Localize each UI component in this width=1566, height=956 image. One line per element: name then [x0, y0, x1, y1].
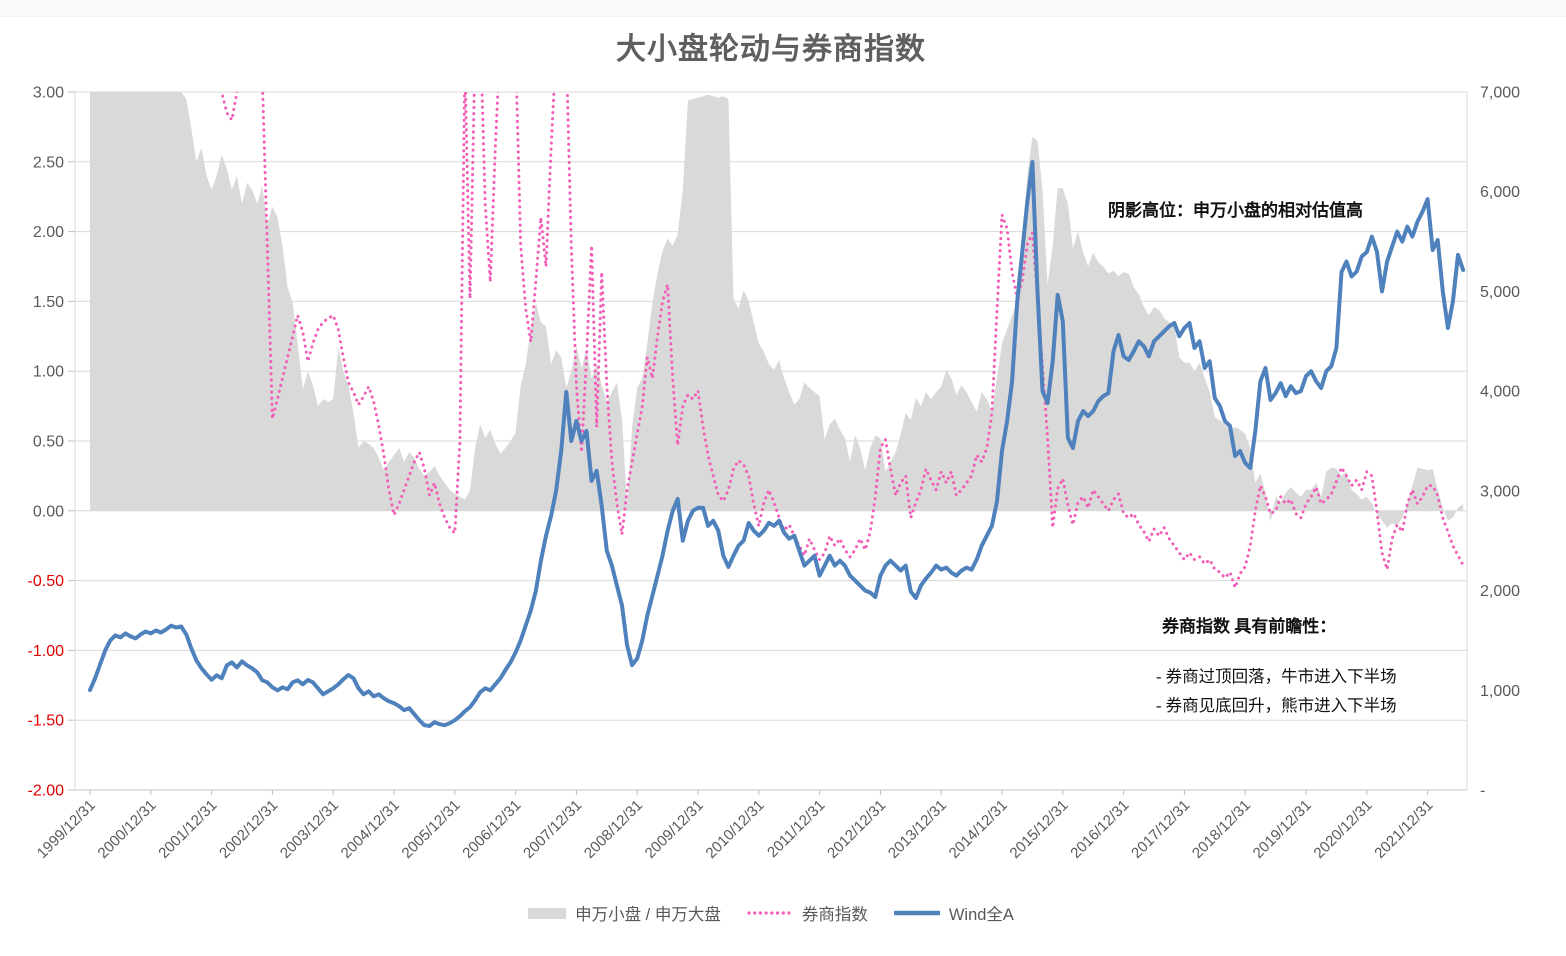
x-axis-tick-label: 2014/12/31 — [946, 797, 1011, 862]
x-axis-tick-label: 2004/12/31 — [338, 797, 403, 862]
wind-a-series — [88, 160, 1466, 728]
x-axis-tick-label: 2006/12/31 — [459, 797, 524, 862]
x-axis-tick-label: 2020/12/31 — [1311, 797, 1376, 862]
x-axis-tick-label: 1999/12/31 — [34, 797, 99, 862]
legend-label-broker-index: 券商指数 — [801, 906, 868, 924]
area-swatch-icon — [528, 907, 567, 919]
x-axis-tick-label: 2017/12/31 — [1128, 797, 1193, 862]
right-axis-tick-label: 4,000 — [1480, 384, 1520, 401]
left-axis-tick-label: 1.00 — [33, 364, 64, 381]
left-axis-tick-label: 1.50 — [33, 294, 64, 311]
x-axis-tick-label: 2010/12/31 — [703, 797, 768, 862]
left-axis-tick-label: -1.00 — [28, 643, 65, 660]
legend-label-ratio: 申万小盘 / 申万大盘 — [575, 906, 721, 924]
right-axis-tick-label: 2,000 — [1480, 583, 1520, 600]
left-axis-tick-label: -1.50 — [28, 713, 65, 730]
chart-title: 大小盘轮动与券商指数 — [616, 33, 926, 66]
x-axis-tick-label: 2003/12/31 — [277, 797, 342, 862]
x-axis-tick-label: 2001/12/31 — [155, 797, 220, 862]
legend-item-smallcap-largecap-ratio: 申万小盘 / 申万大盘 — [528, 901, 721, 925]
annotation-broker-title: 券商指数 具有前瞻性： — [1162, 617, 1337, 636]
legend: 申万小盘 / 申万大盘 券商指数 Wind全A — [0, 901, 1542, 925]
x-axis-tick-label: 2021/12/31 — [1371, 797, 1436, 862]
right-axis-tick-label: 6,000 — [1480, 184, 1520, 201]
right-axis-tick-label: 1,000 — [1480, 683, 1520, 700]
left-axis-tick-label: 0.50 — [33, 434, 64, 451]
x-axis-tick-label: 2012/12/31 — [824, 797, 889, 862]
left-axis-tick-label: 3.00 — [33, 85, 64, 102]
annotation-shadow-high: 阴影高位：申万小盘的相对估值高 — [1108, 201, 1363, 220]
x-axis-tick-label: 2016/12/31 — [1067, 797, 1132, 862]
broker-index-series — [220, 92, 1465, 590]
x-axis-tick-label: 2000/12/31 — [95, 797, 160, 862]
x-axis-tick-label: 2018/12/31 — [1189, 797, 1254, 862]
x-axis-tick-label: 2009/12/31 — [642, 797, 707, 862]
legend-label-wind-all-a: Wind全A — [948, 906, 1014, 924]
annotation-broker-point-1: - 券商过顶回落，牛市进入下半场 — [1156, 667, 1397, 686]
x-axis-tick-label: 2011/12/31 — [764, 797, 828, 861]
left-axis-tick-label: 2.00 — [33, 224, 64, 241]
right-axis-tick-label: 5,000 — [1480, 284, 1520, 301]
x-axis-tick-label: 2008/12/31 — [581, 797, 646, 862]
right-axis-tick-label: 3,000 — [1480, 483, 1520, 500]
x-axis-tick-label: 2007/12/31 — [520, 797, 585, 862]
x-axis-tick-label: 2005/12/31 — [399, 797, 464, 862]
left-axis-tick-label: -0.50 — [28, 573, 65, 590]
x-axis-tick-label: 2013/12/31 — [885, 797, 950, 862]
solid-line-swatch-icon — [893, 910, 940, 916]
dotted-line-swatch-icon — [747, 911, 793, 915]
right-axis-tick-label: - — [1480, 783, 1485, 800]
legend-item-broker-index: 券商指数 — [747, 901, 868, 925]
x-axis-tick-label: 2019/12/31 — [1250, 797, 1315, 862]
ratio-area-series — [90, 92, 1464, 528]
left-axis-tick-label: -2.00 — [28, 783, 65, 800]
left-axis-tick-label: 0.00 — [33, 503, 64, 520]
x-axis-tick-label: 2015/12/31 — [1007, 797, 1072, 862]
right-axis-tick-label: 7,000 — [1480, 85, 1520, 102]
window-top-edge — [0, 0, 1566, 17]
legend-item-wind-all-a: Wind全A — [893, 901, 1014, 925]
annotation-broker-point-2: - 券商见底回升，熊市进入下半场 — [1156, 696, 1397, 715]
left-axis-tick-label: 2.50 — [33, 154, 64, 171]
x-axis-tick-label: 2002/12/31 — [216, 797, 281, 862]
